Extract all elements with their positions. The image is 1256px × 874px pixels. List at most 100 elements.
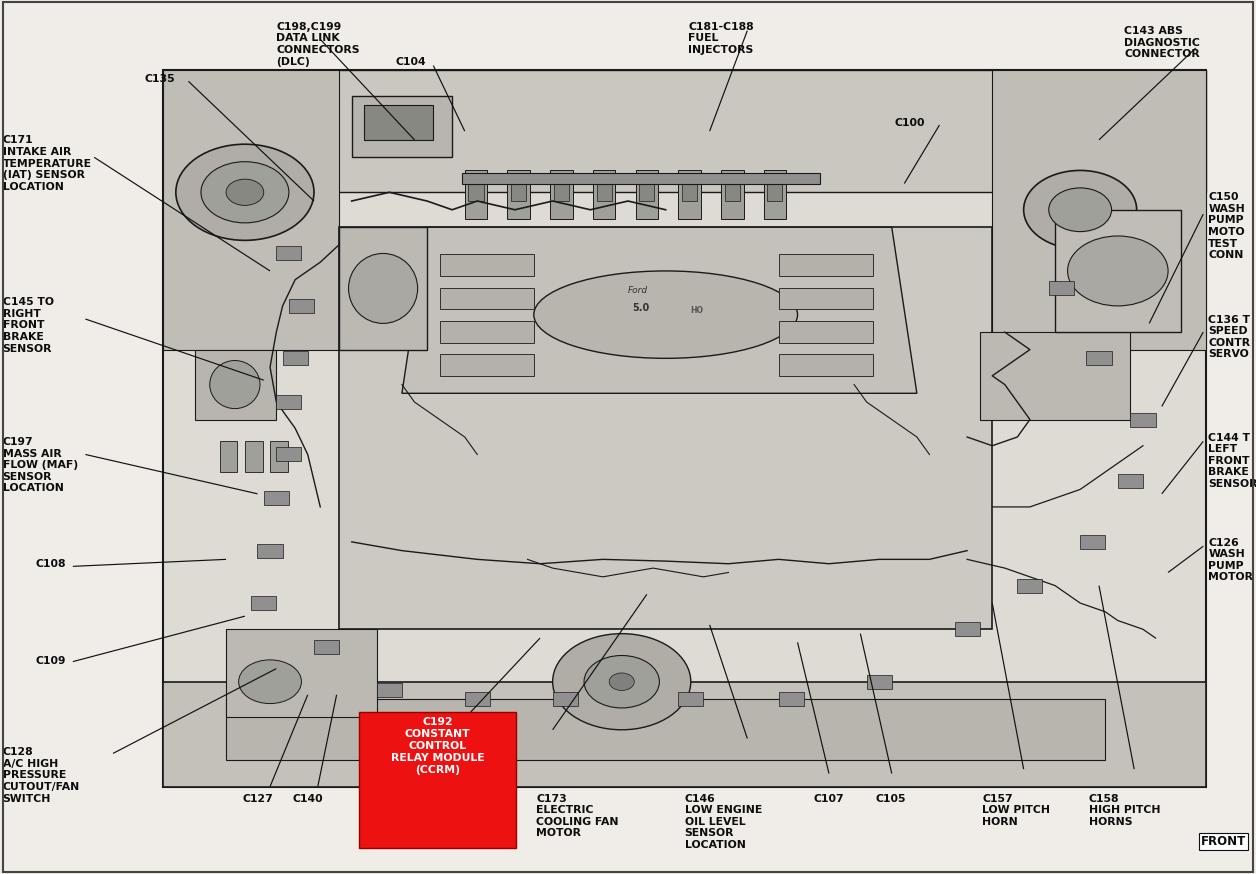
Circle shape — [226, 179, 264, 205]
Bar — [1080, 535, 1105, 549]
Bar — [226, 629, 377, 717]
Bar — [264, 491, 289, 505]
Text: C109: C109 — [35, 656, 65, 665]
Circle shape — [176, 144, 314, 240]
Bar — [1086, 351, 1112, 365]
Text: C157
LOW PITCH
HORN: C157 LOW PITCH HORN — [982, 794, 1050, 827]
Bar — [725, 184, 740, 201]
Bar — [339, 227, 992, 629]
Text: HO: HO — [691, 306, 703, 315]
Bar — [597, 184, 612, 201]
Text: C171
INTAKE AIR
TEMPERATURE
(IAT) SENSOR
LOCATION: C171 INTAKE AIR TEMPERATURE (IAT) SENSOR… — [3, 135, 92, 192]
Bar — [364, 105, 433, 140]
Text: 5.0: 5.0 — [632, 302, 649, 313]
Text: C136 T
SPEED
CONTR
SERVO: C136 T SPEED CONTR SERVO — [1208, 315, 1251, 359]
Text: C126
WASH
PUMP
MOTOR: C126 WASH PUMP MOTOR — [1208, 538, 1253, 582]
Text: C197
MASS AIR
FLOW (MAF)
SENSOR
LOCATION: C197 MASS AIR FLOW (MAF) SENSOR LOCATION — [3, 437, 78, 494]
Bar — [779, 321, 873, 343]
Bar — [507, 170, 530, 218]
Bar — [639, 184, 654, 201]
Circle shape — [201, 162, 289, 223]
Ellipse shape — [534, 271, 798, 358]
Bar — [276, 395, 301, 409]
Circle shape — [1068, 236, 1168, 306]
Bar — [678, 692, 703, 706]
Bar — [779, 692, 804, 706]
Circle shape — [584, 656, 659, 708]
Bar — [283, 351, 308, 365]
Bar — [511, 184, 526, 201]
Circle shape — [239, 660, 301, 704]
Bar — [980, 332, 1130, 420]
Circle shape — [1049, 188, 1112, 232]
Text: C144 T
LEFT
FRONT
BRAKE
SENSOR: C144 T LEFT FRONT BRAKE SENSOR — [1208, 433, 1256, 489]
Bar — [257, 544, 283, 558]
Text: C105: C105 — [875, 794, 906, 803]
Bar — [468, 184, 484, 201]
Bar — [276, 447, 301, 461]
Bar — [767, 184, 782, 201]
Bar — [359, 712, 516, 848]
Bar — [314, 640, 339, 654]
Polygon shape — [402, 227, 917, 393]
Text: C173
ELECTRIC
COOLING FAN
MOTOR: C173 ELECTRIC COOLING FAN MOTOR — [536, 794, 619, 838]
Text: C181-C188
FUEL
INJECTORS: C181-C188 FUEL INJECTORS — [688, 22, 754, 55]
Bar — [721, 170, 744, 218]
Text: C108: C108 — [35, 559, 65, 569]
Bar — [955, 622, 980, 636]
Circle shape — [609, 673, 634, 690]
Bar — [163, 70, 1206, 787]
Bar — [465, 170, 487, 218]
Text: FRONT: FRONT — [1201, 835, 1246, 848]
Bar — [352, 96, 452, 157]
Bar — [163, 682, 1206, 787]
Text: C104: C104 — [396, 57, 426, 66]
Bar — [195, 350, 276, 420]
Text: C192
CONSTANT
CONTROL
RELAY MODULE
(CCRM): C192 CONSTANT CONTROL RELAY MODULE (CCRM… — [391, 717, 485, 774]
Bar — [276, 246, 301, 260]
Text: C145 TO
RIGHT
FRONT
BRAKE
SENSOR: C145 TO RIGHT FRONT BRAKE SENSOR — [3, 297, 54, 354]
Bar — [779, 254, 873, 276]
Bar — [1049, 281, 1074, 295]
Text: C143 ABS
DIAGNOSTIC
CONNECTOR: C143 ABS DIAGNOSTIC CONNECTOR — [1124, 26, 1199, 59]
Bar — [251, 596, 276, 610]
Bar — [163, 70, 339, 350]
Text: C127: C127 — [242, 794, 273, 803]
Bar — [1017, 579, 1042, 593]
Bar — [678, 170, 701, 218]
Bar — [1118, 474, 1143, 488]
Bar — [636, 170, 658, 218]
Bar — [554, 184, 569, 201]
Text: C100: C100 — [894, 118, 924, 128]
Ellipse shape — [210, 360, 260, 409]
Bar — [440, 354, 534, 376]
Ellipse shape — [348, 253, 417, 323]
Bar — [226, 699, 1105, 760]
Bar — [1130, 413, 1156, 427]
Text: C140: C140 — [293, 794, 323, 803]
Bar — [992, 70, 1206, 350]
Bar — [440, 254, 534, 276]
Text: C158
HIGH PITCH
HORNS: C158 HIGH PITCH HORNS — [1089, 794, 1161, 827]
Bar — [550, 170, 573, 218]
Text: Ford: Ford — [628, 286, 648, 295]
Text: C135: C135 — [144, 74, 175, 84]
Bar — [779, 288, 873, 309]
Bar — [440, 288, 534, 309]
Bar — [245, 441, 263, 472]
Bar — [553, 692, 578, 706]
Bar — [377, 683, 402, 697]
Bar — [440, 321, 534, 343]
Bar — [220, 441, 237, 472]
Bar — [270, 441, 288, 472]
Bar — [779, 354, 873, 376]
Text: C150
WASH
PUMP
MOTO
TEST
CONN: C150 WASH PUMP MOTO TEST CONN — [1208, 192, 1245, 260]
Bar — [593, 170, 615, 218]
Bar — [462, 173, 820, 184]
Text: C107: C107 — [814, 794, 844, 803]
Bar — [465, 692, 490, 706]
Bar — [867, 675, 892, 689]
Bar — [682, 184, 697, 201]
Text: C146
LOW ENGINE
OIL LEVEL
SENSOR
LOCATION: C146 LOW ENGINE OIL LEVEL SENSOR LOCATIO… — [685, 794, 762, 850]
Bar — [163, 70, 1206, 192]
